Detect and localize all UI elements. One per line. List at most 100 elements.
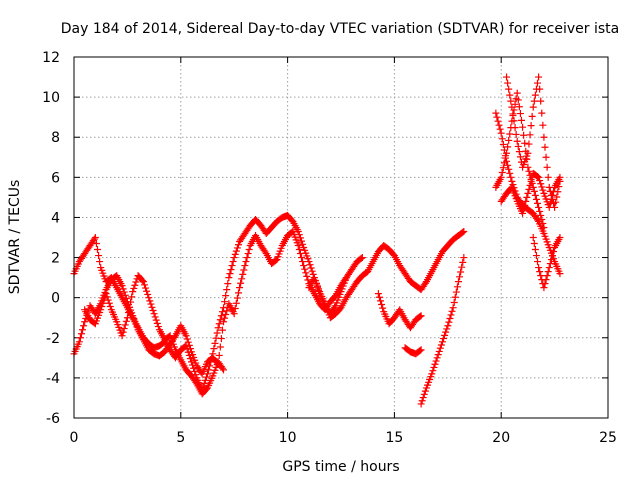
data-point: [417, 312, 425, 320]
data-point: [536, 177, 544, 185]
data-point: [308, 267, 316, 275]
data-point: [202, 373, 210, 381]
data-point: [506, 130, 514, 138]
data-point: [300, 262, 308, 270]
data-point: [529, 103, 537, 111]
data-point: [93, 246, 101, 254]
data-point: [521, 139, 529, 147]
data-point: [105, 299, 113, 307]
data-point: [153, 319, 161, 327]
data-point: [524, 189, 532, 197]
data-point: [514, 142, 522, 150]
y-axis-label: SDTVAR / TECUs: [7, 180, 23, 295]
data-point: [516, 153, 524, 161]
data-point: [540, 223, 548, 231]
data-point: [537, 180, 545, 188]
data-point: [299, 240, 307, 248]
data-point: [513, 137, 521, 145]
data-point: [525, 167, 533, 175]
data-point: [357, 254, 365, 262]
x-tick-label: 15: [385, 430, 403, 446]
data-point: [428, 370, 436, 378]
data-point: [548, 252, 556, 260]
data-point: [378, 300, 386, 308]
data-point: [432, 357, 440, 365]
data-point: [556, 270, 564, 278]
data-point: [492, 109, 500, 117]
data-point: [233, 244, 241, 252]
data-point: [297, 254, 305, 262]
data-point: [146, 297, 154, 305]
data-point: [76, 334, 84, 342]
data-point: [500, 159, 508, 167]
data-point: [120, 288, 128, 296]
y-tick-label: -6: [46, 411, 60, 427]
data-point: [211, 339, 219, 347]
data-point: [496, 125, 504, 133]
y-tick-label: -4: [46, 371, 60, 387]
data-point: [375, 293, 383, 301]
data-point: [132, 278, 140, 286]
data-point: [450, 298, 458, 306]
data-point: [140, 281, 148, 289]
data-point: [536, 85, 544, 93]
data-point: [512, 130, 520, 138]
data-point: [122, 294, 130, 302]
data-point: [186, 345, 194, 353]
data-point: [454, 278, 462, 286]
data-point: [448, 307, 456, 315]
data-point: [534, 199, 542, 207]
data-point: [493, 113, 501, 121]
data-point: [121, 321, 129, 329]
data-point: [233, 294, 241, 302]
data-point: [538, 183, 546, 191]
data-point: [506, 169, 514, 177]
data-point: [516, 110, 524, 118]
data-point: [374, 290, 382, 298]
data-point: [234, 289, 242, 297]
data-point: [120, 325, 128, 333]
data-point: [221, 314, 229, 322]
data-point: [150, 310, 158, 318]
data-point: [434, 351, 442, 359]
chart-title: Day 184 of 2014, Sidereal Day-to-day VTE…: [61, 21, 619, 37]
data-point: [90, 235, 98, 243]
data-point: [503, 73, 511, 81]
data-point: [552, 198, 560, 206]
data-point: [505, 165, 513, 173]
data-point: [546, 199, 554, 207]
data-point: [218, 364, 226, 372]
data-point: [342, 274, 350, 282]
data-point: [416, 313, 424, 321]
data-point: [445, 318, 453, 326]
data-point: [545, 203, 553, 211]
data-point: [128, 293, 136, 301]
data-point: [185, 341, 193, 349]
data-point: [218, 326, 226, 334]
data-point: [143, 287, 151, 295]
data-point: [119, 328, 127, 336]
data-point: [556, 173, 564, 181]
data-point: [184, 338, 192, 346]
data-point: [460, 254, 468, 262]
data-point: [122, 317, 130, 325]
data-point: [224, 280, 232, 288]
data-point: [522, 197, 530, 205]
data-point: [142, 284, 150, 292]
data-point: [242, 258, 250, 266]
data-point: [501, 154, 509, 162]
y-tick-label: 6: [51, 170, 60, 186]
data-point: [504, 79, 512, 87]
data-point: [306, 261, 314, 269]
data-point: [417, 400, 425, 408]
data-point: [504, 143, 512, 151]
data-point: [542, 276, 550, 284]
data-point: [104, 296, 112, 304]
data-point: [530, 97, 538, 105]
data-point: [527, 177, 535, 185]
data-point: [505, 136, 513, 144]
data-points: [70, 73, 564, 408]
data-point: [234, 241, 242, 249]
data-point: [451, 293, 459, 301]
